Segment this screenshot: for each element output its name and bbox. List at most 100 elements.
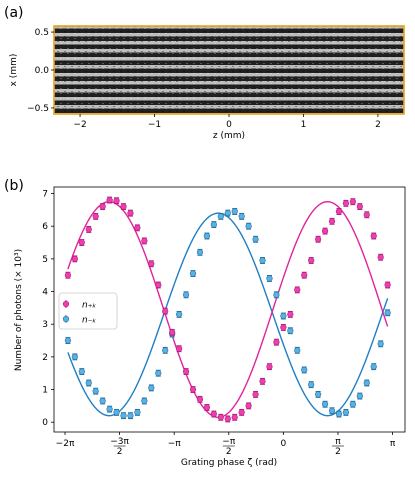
n-plus-point <box>120 203 127 210</box>
n-plus-point <box>141 237 148 244</box>
n-plus-point <box>78 239 85 246</box>
panel-b-x-tick-label: −π <box>168 439 182 449</box>
panel-a-x-ticks: −2 −1 0 1 2 <box>73 114 381 130</box>
n-minus-point <box>182 291 190 298</box>
n-plus-point <box>342 200 350 207</box>
n-plus-point <box>231 414 238 421</box>
n-plus-point <box>266 363 273 370</box>
n-minus-point <box>78 368 85 375</box>
n-plus-point <box>196 396 204 403</box>
tick-numerator: −π <box>222 437 236 447</box>
legend-box <box>58 292 118 330</box>
panel-b-y-tick-label: 6 <box>42 222 48 232</box>
panel-b-y-ticks: 0 1 2 3 4 5 6 7 <box>42 190 54 428</box>
n-plus-point <box>210 410 217 418</box>
n-plus-point <box>162 308 169 315</box>
n-plus-point <box>273 339 280 346</box>
n-plus-point <box>203 404 211 411</box>
panel-a-x-tick-label: −1 <box>148 120 161 130</box>
panel-b-x-tick-label: −3π2 <box>110 437 129 457</box>
tick-denominator: 2 <box>117 447 123 457</box>
n-plus-point <box>155 281 162 289</box>
panel-b-y-tick-label: 7 <box>42 190 48 200</box>
tick-numerator: −3π <box>110 437 129 447</box>
tick-denominator: 2 <box>226 447 232 457</box>
n-minus-point <box>245 223 252 230</box>
legend-items: n₊ₖ n₋ₖ <box>62 300 96 326</box>
n-plus-point <box>92 213 99 220</box>
n-minus-point <box>176 311 183 318</box>
n-minus-point <box>196 249 204 256</box>
n-minus-point <box>377 340 384 347</box>
legend: n₊ₖ n₋ₖ <box>58 292 118 330</box>
panel-a-ylabel: x (mm) <box>9 54 19 87</box>
n-plus-point <box>113 197 120 204</box>
n-minus-point <box>217 213 224 220</box>
n-minus-point <box>342 409 350 416</box>
data-points <box>64 196 391 423</box>
n-minus-point <box>252 236 259 243</box>
panel-b-x-ticks: −2π −3π2−π −π20 π2π <box>56 432 396 457</box>
n-plus-point <box>308 257 315 264</box>
panel-a-x-tick-label: −2 <box>73 120 86 130</box>
n-minus-point <box>99 397 106 405</box>
panel-b-xlabel: Grating phase ζ (rad) <box>181 458 277 468</box>
n-minus-point <box>273 291 280 298</box>
n-minus-point <box>106 406 113 413</box>
n-minus-point <box>259 257 266 264</box>
panel-b-y-tick-label: 0 <box>42 418 48 428</box>
n-plus-point <box>189 386 197 393</box>
legend-n-plus-marker <box>62 300 70 308</box>
n-minus-point <box>301 366 308 374</box>
n-plus-point <box>224 415 231 423</box>
legend-n-minus-label: n₋ₖ <box>82 316 96 326</box>
panel-a-y-ticks: 0.5 0.0 −0.5 <box>27 28 54 114</box>
n-plus-point <box>176 345 183 352</box>
n-minus-point <box>134 409 141 416</box>
panel-b-y-tick-label: 1 <box>42 386 48 396</box>
panel-a-y-tick-label: 0.0 <box>35 66 50 76</box>
n-minus-point <box>308 381 315 388</box>
n-plus-point <box>294 286 301 294</box>
n-minus-point <box>231 208 238 215</box>
panel-a-x-tick-label: 1 <box>301 120 307 130</box>
n-minus-point <box>356 392 363 400</box>
n-plus-point <box>134 224 141 231</box>
n-minus-point <box>120 412 127 419</box>
n-minus-point <box>294 347 301 354</box>
n-minus-point <box>224 210 231 217</box>
n-plus-point <box>377 254 384 261</box>
n-minus-point <box>71 353 78 360</box>
n-plus-point <box>328 218 336 225</box>
panel-b-axes-frame <box>53 186 406 433</box>
fringe-image-panel <box>53 25 405 115</box>
panel-b-x-tick-label: −2π <box>56 439 75 449</box>
n-minus-point <box>335 410 343 418</box>
legend-n-plus-label: n₊ₖ <box>82 301 96 311</box>
n-plus-point <box>321 228 329 235</box>
n-minus-point <box>384 309 391 316</box>
n-plus-point <box>252 391 259 398</box>
n-plus-point <box>335 208 343 215</box>
n-plus-point <box>127 210 134 217</box>
n-minus-point <box>189 270 197 277</box>
n-plus-point <box>370 232 377 240</box>
n-minus-point <box>113 409 120 416</box>
panel-a-y-tick-label: −0.5 <box>27 104 49 114</box>
n-plus-point <box>245 402 252 409</box>
n-plus-point <box>349 198 356 205</box>
tick-numerator: π <box>335 437 341 447</box>
panel-b-x-tick-label: 0 <box>280 439 286 449</box>
n-plus-point <box>287 311 294 318</box>
n-plus-point <box>217 414 224 421</box>
n-minus-point <box>92 388 99 395</box>
n-plus-point <box>106 196 113 204</box>
fringe-image-noise <box>54 26 404 114</box>
n-minus-point <box>363 379 370 387</box>
panel-a-label: (a) <box>4 5 24 21</box>
n-plus-point <box>356 203 363 210</box>
n-minus-point <box>349 401 356 408</box>
panel-a-y-tick-label: 0.5 <box>35 28 49 38</box>
panel-b-x-tick-label: −π2 <box>222 437 236 457</box>
